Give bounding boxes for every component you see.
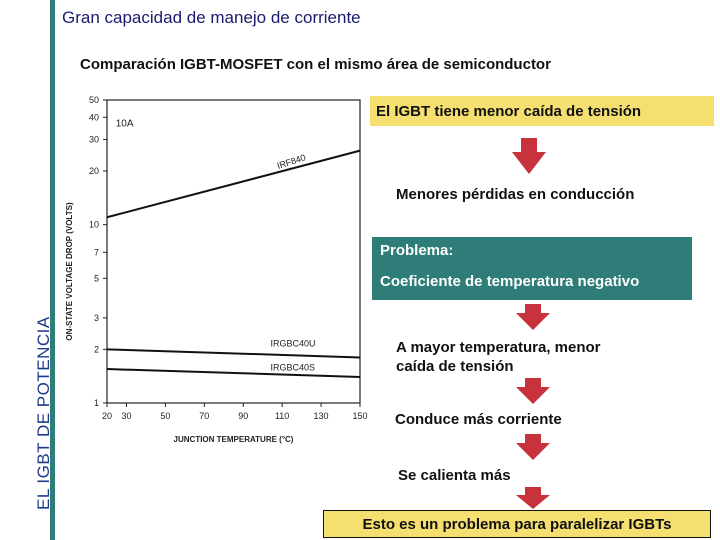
temperature-effect-line1: A mayor temperatura, menor bbox=[396, 339, 601, 356]
down-arrow-icon bbox=[516, 487, 550, 509]
down-arrow-icon bbox=[516, 304, 550, 330]
series-label-irgbc40u: IRGBC40U bbox=[270, 338, 315, 348]
problem-text: Coeficiente de temperatura negativo bbox=[380, 273, 640, 290]
y-tick-label: 5 bbox=[94, 273, 99, 283]
more-current-text: Conduce más corriente bbox=[395, 411, 562, 428]
page-title: Gran capacidad de manejo de corriente bbox=[62, 8, 361, 27]
x-tick-label: 90 bbox=[238, 411, 248, 421]
temperature-effect-text: A mayor temperatura, menor caída de tens… bbox=[396, 338, 601, 376]
y-tick-label: 2 bbox=[94, 344, 99, 354]
side-title: EL IGBT DE POTENCIA bbox=[34, 316, 53, 510]
temperature-effect-line2: caída de tensión bbox=[396, 358, 514, 375]
x-tick-label: 130 bbox=[314, 411, 329, 421]
plot-frame bbox=[106, 99, 361, 404]
x-tick-label: 20 bbox=[102, 411, 112, 421]
y-axis-label: ON-STATE VOLTAGE DROP (VOLTS) bbox=[65, 202, 74, 341]
problem-box: Problema: Coeficiente de temperatura neg… bbox=[372, 237, 692, 300]
series-line-irgbc40s bbox=[106, 368, 361, 378]
y-tick-label: 1 bbox=[94, 398, 99, 408]
problem-title: Problema: bbox=[380, 242, 454, 259]
series-line-irgbc40u bbox=[106, 348, 361, 359]
x-axis-label: JUNCTION TEMPERATURE (°C) bbox=[174, 435, 294, 444]
x-tick-label: 70 bbox=[199, 411, 209, 421]
x-tick-label: 110 bbox=[275, 411, 289, 421]
heats-more-text: Se calienta más bbox=[398, 467, 511, 484]
y-tick-label: 10 bbox=[89, 220, 99, 230]
igbt-lower-drop-box: El IGBT tiene menor caída de tensión bbox=[370, 96, 714, 126]
series-line-irf840 bbox=[106, 149, 361, 219]
y-tick-label: 3 bbox=[94, 313, 99, 323]
down-arrow-icon bbox=[516, 378, 550, 404]
conclusion-box: Esto es un problema para paralelizar IGB… bbox=[323, 510, 711, 538]
x-tick-label: 50 bbox=[160, 411, 170, 421]
chart-annotation: 10A bbox=[116, 119, 134, 130]
voltage-drop-chart: 1 2 3 5 7 10 20 30 40 50 20 30 50 70 90 110 130 150 JUNCTI… bbox=[65, 95, 368, 444]
y-tick-label: 20 bbox=[89, 166, 99, 176]
down-arrow-icon bbox=[516, 434, 550, 460]
y-tick-label: 30 bbox=[89, 135, 99, 145]
y-tick-label: 50 bbox=[89, 95, 99, 105]
lower-losses-text: Menores pérdidas en conducción bbox=[396, 186, 635, 203]
x-tick-label: 30 bbox=[121, 411, 131, 421]
y-tick-label: 7 bbox=[94, 247, 99, 257]
accent-bar bbox=[50, 0, 55, 540]
subtitle: Comparación IGBT-MOSFET con el mismo áre… bbox=[80, 56, 551, 73]
down-arrow-icon bbox=[512, 138, 546, 174]
y-tick-label: 40 bbox=[89, 112, 99, 122]
x-tick-label: 150 bbox=[352, 411, 367, 421]
series-label-irgbc40s: IRGBC40S bbox=[270, 363, 315, 373]
